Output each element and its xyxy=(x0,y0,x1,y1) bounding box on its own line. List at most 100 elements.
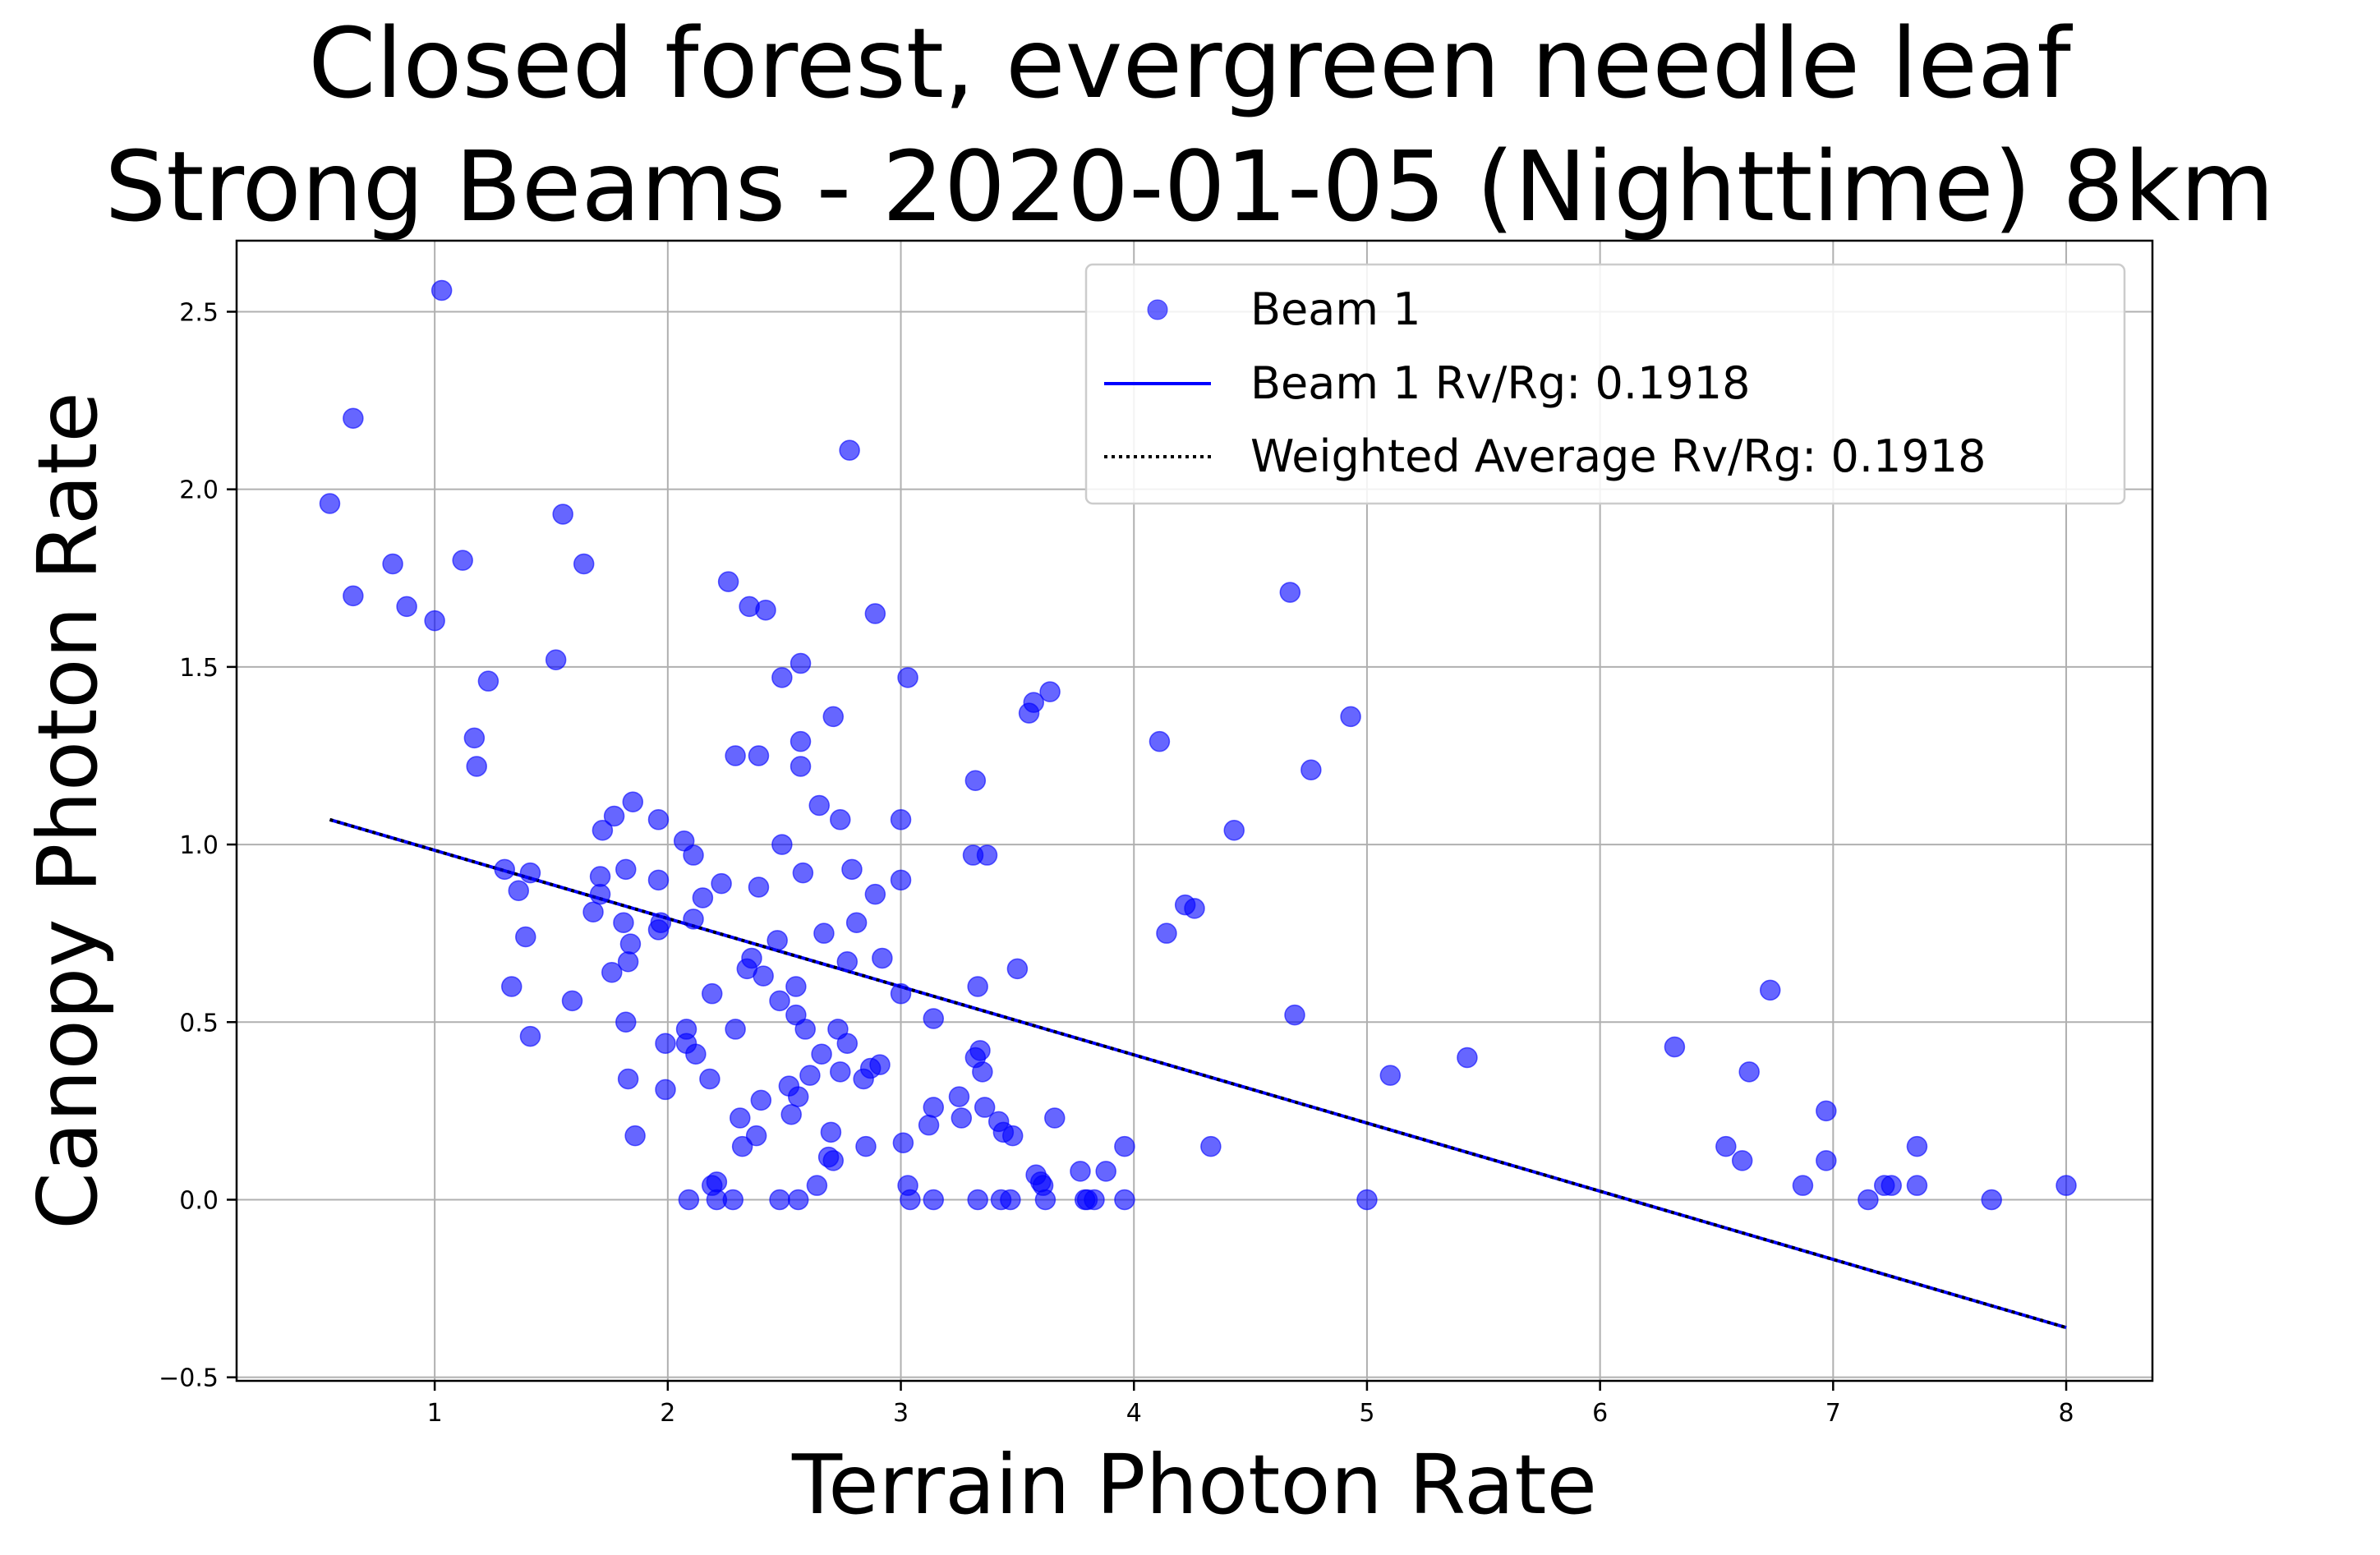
data-point xyxy=(603,805,625,827)
data-point xyxy=(582,901,604,922)
data-point xyxy=(1738,1061,1760,1083)
data-point xyxy=(683,844,704,866)
y-tick-label: 1.0 xyxy=(179,831,219,860)
data-point xyxy=(1881,1175,1903,1196)
data-points xyxy=(319,279,2077,1211)
data-point xyxy=(615,1011,637,1033)
data-point xyxy=(923,1097,945,1118)
data-point xyxy=(1906,1135,1928,1157)
data-point xyxy=(519,1025,541,1047)
legend-label-fit: Beam 1 Rv/Rg: 0.1918 xyxy=(1250,357,1750,409)
data-point xyxy=(552,504,573,525)
data-point xyxy=(1340,706,1361,728)
data-point xyxy=(897,667,918,688)
data-point xyxy=(1114,1135,1135,1157)
data-point xyxy=(706,1171,728,1193)
data-point xyxy=(830,1061,851,1083)
data-point xyxy=(619,933,642,955)
data-point xyxy=(799,1065,821,1086)
data-point xyxy=(545,649,567,670)
data-point xyxy=(725,1019,746,1040)
data-point xyxy=(699,1068,720,1090)
x-tick-label: 3 xyxy=(893,1399,909,1428)
data-point xyxy=(2055,1175,2077,1196)
data-point xyxy=(1906,1175,1928,1196)
data-point xyxy=(813,922,835,944)
data-point xyxy=(839,439,860,461)
x-tick-label: 1 xyxy=(427,1399,443,1428)
data-point xyxy=(678,1189,700,1211)
x-axis-label: Terrain Photon Rate xyxy=(791,1437,1597,1533)
data-point xyxy=(951,1107,973,1129)
data-point xyxy=(647,809,670,830)
x-tick-label: 8 xyxy=(2058,1399,2074,1428)
data-point xyxy=(967,1189,988,1211)
data-point xyxy=(864,883,886,905)
data-point xyxy=(1006,958,1029,980)
data-point xyxy=(771,667,793,688)
data-point xyxy=(683,909,704,930)
data-point xyxy=(615,858,637,881)
data-point xyxy=(822,1150,845,1171)
x-tick-label: 7 xyxy=(1825,1399,1841,1428)
data-point xyxy=(845,912,868,933)
x-ticks: 1 2 3 4 5 6 7 8 xyxy=(427,1381,2074,1428)
y-tick-label: 0.0 xyxy=(179,1186,219,1215)
data-point xyxy=(1300,759,1322,781)
legend-box xyxy=(1084,263,2126,505)
weighted-average-line xyxy=(329,817,2067,1330)
data-point xyxy=(830,809,851,830)
data-point xyxy=(787,1086,809,1107)
data-point xyxy=(319,493,341,514)
data-point xyxy=(1044,1107,1066,1129)
data-point xyxy=(748,745,770,766)
data-point xyxy=(923,1189,945,1211)
data-point xyxy=(515,926,536,948)
data-point xyxy=(1200,1135,1222,1157)
x-tick-label: 4 xyxy=(1126,1399,1142,1428)
data-point xyxy=(780,1103,802,1125)
data-point xyxy=(1023,692,1044,713)
data-point xyxy=(731,1135,753,1157)
legend: Beam 1 Beam 1 Rv/Rg: 0.1918 Weighted Ave… xyxy=(1084,263,2126,505)
data-point xyxy=(1858,1189,1879,1211)
data-point xyxy=(789,652,812,674)
data-point xyxy=(769,990,790,1012)
data-point xyxy=(1356,1189,1378,1211)
data-point xyxy=(1816,1150,1837,1171)
data-point xyxy=(589,866,611,887)
data-point xyxy=(811,1043,832,1065)
data-point xyxy=(624,1125,646,1147)
data-point xyxy=(501,976,522,997)
data-point xyxy=(976,844,998,866)
data-point xyxy=(1000,1189,1021,1211)
fit-lines xyxy=(329,817,2067,1330)
data-point xyxy=(794,1019,816,1040)
y-tick-label: −0.5 xyxy=(159,1364,219,1393)
data-point xyxy=(822,706,845,728)
data-point xyxy=(1715,1135,1737,1157)
data-point xyxy=(343,585,364,607)
data-point xyxy=(892,1132,914,1154)
data-point xyxy=(820,1121,842,1143)
data-point xyxy=(508,880,530,902)
x-tick-label: 2 xyxy=(660,1399,675,1428)
data-point xyxy=(617,1068,639,1090)
data-point xyxy=(789,756,812,777)
data-point xyxy=(836,951,859,973)
data-point xyxy=(1070,1161,1091,1182)
data-point xyxy=(1457,1047,1478,1069)
data-point xyxy=(1284,1004,1305,1026)
data-point xyxy=(789,730,812,752)
data-point xyxy=(785,976,807,997)
data-point xyxy=(477,670,499,692)
data-point xyxy=(872,947,893,969)
data-point xyxy=(972,1061,993,1083)
data-point xyxy=(655,1079,676,1101)
data-point xyxy=(617,951,639,973)
data-point xyxy=(561,990,583,1012)
data-point xyxy=(463,727,486,749)
data-point xyxy=(622,791,644,812)
data-point xyxy=(1731,1150,1753,1171)
